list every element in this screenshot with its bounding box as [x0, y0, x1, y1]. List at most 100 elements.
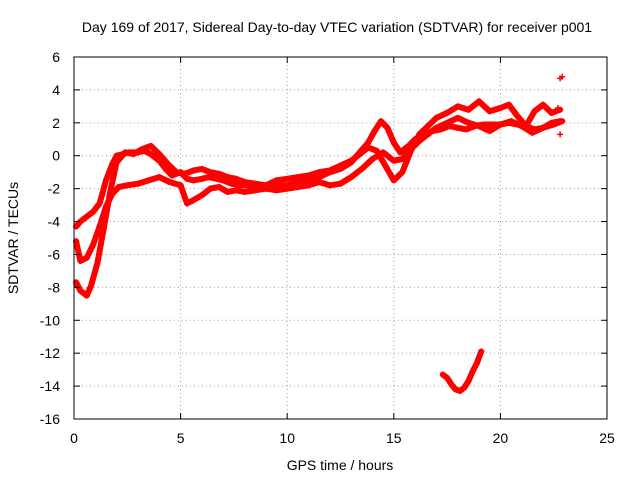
plot-frame: [73, 56, 608, 420]
data-point: [164, 160, 171, 167]
data-point: [224, 174, 231, 181]
data-point: [390, 157, 397, 164]
data-point: [147, 142, 154, 149]
data-point: [348, 157, 355, 164]
data-point: [198, 192, 205, 199]
data-point: [252, 180, 259, 187]
data-point: [378, 118, 385, 125]
data-point: [198, 175, 205, 182]
data-point: [465, 378, 472, 385]
data-point: [169, 172, 176, 179]
data-point: [337, 180, 344, 187]
data-point: [156, 174, 163, 181]
data-point: [557, 75, 564, 82]
data-point: [465, 119, 472, 126]
data-point: [83, 254, 90, 261]
data-point: [476, 123, 483, 130]
data-point: [273, 187, 280, 194]
data-point: [305, 172, 312, 179]
data-point: [358, 165, 365, 172]
data-point: [252, 187, 259, 194]
series-trace: [439, 348, 485, 394]
data-point: [124, 182, 131, 189]
y-tick-label: 2: [52, 115, 60, 131]
data-point: [444, 374, 451, 381]
data-point: [454, 124, 461, 131]
data-point: [213, 175, 220, 182]
ticks: [73, 56, 608, 420]
data-point: [463, 126, 470, 133]
data-point: [224, 188, 231, 195]
series-track-b: [73, 114, 566, 265]
data-point: [241, 188, 248, 195]
data-point: [166, 179, 173, 186]
data-point: [177, 182, 184, 189]
data-point: [559, 118, 566, 125]
data-point: [96, 200, 103, 207]
data-point: [486, 128, 493, 135]
data-point: [139, 146, 146, 153]
data-point: [145, 177, 152, 184]
y-tick-label: -14: [40, 378, 60, 394]
y-axis-label: SDTVAR / TECUs: [5, 182, 21, 294]
data-point: [454, 114, 461, 121]
data-point: [522, 123, 529, 130]
data-point: [122, 149, 129, 156]
data-point: [262, 182, 269, 189]
data-point: [424, 131, 431, 138]
data-point: [371, 128, 378, 135]
data-point: [356, 151, 363, 158]
tick-labels: 0 5 10 15 20 25 -16 -14 -12 -10 -8 -6 -4 -2 0 2 4 6: [40, 49, 615, 446]
data-point: [183, 175, 190, 182]
y-tick-label: -12: [40, 345, 60, 361]
y-tick-label: -10: [40, 312, 60, 328]
data-point: [531, 108, 538, 115]
data-point: [486, 108, 493, 115]
data-point: [183, 200, 190, 207]
data-point: [384, 124, 391, 131]
data-point: [365, 144, 372, 151]
y-tick-label: -2: [48, 181, 61, 197]
data-point: [134, 180, 141, 187]
data-point: [88, 282, 95, 289]
y-tick-label: -8: [48, 279, 61, 295]
data-point: [90, 241, 97, 248]
x-tick-label: 5: [177, 430, 185, 446]
data-point: [473, 360, 480, 367]
data-point: [83, 292, 90, 299]
data-point: [233, 175, 240, 182]
data-point: [469, 368, 476, 375]
data-point: [416, 131, 423, 138]
data-point: [316, 169, 323, 176]
grid: [74, 57, 607, 419]
data-point: [514, 113, 521, 120]
data-point: [233, 187, 240, 194]
data-point: [557, 131, 564, 138]
data-point: [373, 147, 380, 154]
data-point: [77, 287, 84, 294]
series-track-d: [439, 348, 485, 395]
data-point: [215, 183, 222, 190]
data-point: [337, 162, 344, 169]
data-point: [77, 258, 84, 265]
data-point: [424, 123, 431, 130]
data-point: [190, 167, 197, 174]
x-axis-label: GPS time / hours: [287, 457, 394, 473]
data-point: [382, 162, 389, 169]
data-point: [380, 149, 387, 156]
data-point: [100, 225, 107, 232]
data-point: [497, 121, 504, 128]
data-point: [316, 179, 323, 186]
data-point: [207, 169, 214, 176]
data-point: [156, 151, 163, 158]
data-point: [508, 118, 515, 125]
data-point: [444, 109, 451, 116]
data-point: [348, 174, 355, 181]
data-point: [90, 208, 97, 215]
data-point: [273, 177, 280, 184]
chart-title: Day 169 of 2017, Sidereal Day-to-day VTE…: [82, 19, 592, 35]
series-outliers: [554, 73, 566, 138]
data-point: [399, 169, 406, 176]
data-point: [478, 348, 485, 355]
